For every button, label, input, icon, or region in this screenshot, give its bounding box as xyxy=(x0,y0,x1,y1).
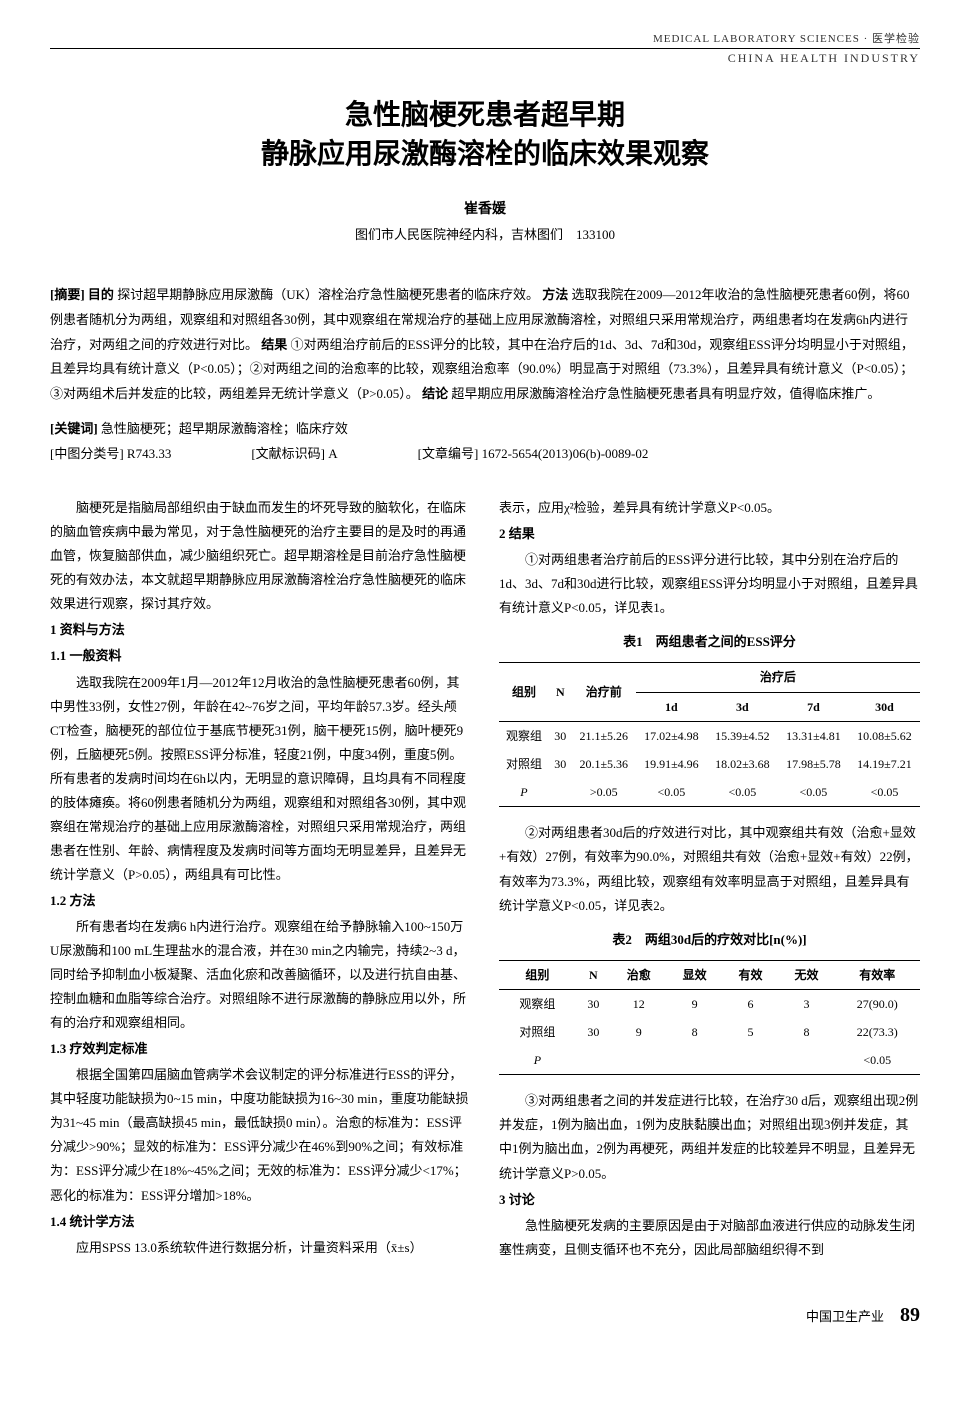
results-label: 结果 xyxy=(261,337,287,352)
author-affiliation: 图们市人民医院神经内科，吉林图们 133100 xyxy=(50,224,920,243)
t2-h-marked: 显效 xyxy=(667,960,723,989)
section-3-heading: 3 讨论 xyxy=(499,1188,920,1212)
article-title: 急性脑梗死患者超早期 静脉应用尿激酶溶栓的临床效果观察 xyxy=(50,96,920,174)
section-1-2-heading: 1.2 方法 xyxy=(50,889,471,913)
header-journal-en: CHINA HEALTH INDUSTRY xyxy=(50,51,920,66)
footer-journal: 中国卫生产业 xyxy=(806,1306,884,1325)
t1-h-pre: 治疗前 xyxy=(572,663,636,721)
section-1-2-body: 所有患者均在发病6 h内进行治疗。观察组在给予静脉输入100~150万U尿激酶和… xyxy=(50,915,471,1035)
page-number: 89 xyxy=(900,1304,920,1327)
title-line-1: 急性脑梗死患者超早期 xyxy=(345,100,625,131)
t1-h-n: N xyxy=(549,663,572,721)
table-row: 观察组 30 21.1±5.26 17.02±4.98 15.39±4.52 1… xyxy=(499,721,920,750)
keywords-label: [关键词] xyxy=(50,421,98,436)
clc-label: [中图分类号] xyxy=(50,446,124,461)
article-id-value: 1672-5654(2013)06(b)-0089-02 xyxy=(482,446,649,461)
section-1-3-heading: 1.3 疗效判定标准 xyxy=(50,1037,471,1061)
section-1-4-body: 应用SPSS 13.0系统软件进行数据分析，计量资料采用（x̄±s） xyxy=(50,1236,471,1260)
table-2: 组别 N 治愈 显效 有效 无效 有效率 观察组 30 12 9 6 3 27(… xyxy=(499,960,920,1076)
table-1-caption: 表1 两组患者之间的ESS评分 xyxy=(499,630,920,654)
intro-paragraph: 脑梗死是指脑局部组织由于缺血而发生的坏死导致的脑软化，在临床的脑血管疾病中最为常… xyxy=(50,496,471,616)
table-2-caption: 表2 两组30d后的疗效对比[n(%)] xyxy=(499,928,920,952)
article-id-label: [文章编号] xyxy=(418,446,479,461)
section-1-1-heading: 1.1 一般资料 xyxy=(50,644,471,668)
stats-continuation: 表示，应用χ²检验，差异具有统计学意义P<0.05。 xyxy=(499,496,920,520)
table-1: 组别 N 治疗前 治疗后 1d 3d 7d 30d 观察组 30 21.1±5.… xyxy=(499,662,920,807)
right-column: 表示，应用χ²检验，差异具有统计学意义P<0.05。 2 结果 ①对两组患者治疗… xyxy=(499,496,920,1264)
t2-h-cure: 治愈 xyxy=(611,960,667,989)
conclusion-label: 结论 xyxy=(422,386,448,401)
keywords-text: 急性脑梗死；超早期尿激酶溶栓；临床疗效 xyxy=(101,421,348,436)
result-2-paragraph: ②对两组患者30d后的疗效进行对比，其中观察组共有效（治愈+显效+有效）27例，… xyxy=(499,821,920,917)
meta-row: [中图分类号] R743.33 [文献标识码] A [文章编号] 1672-56… xyxy=(50,442,920,467)
conclusion-text: 超早期应用尿激酶溶栓治疗急性脑梗死患者具有明显疗效，值得临床推广。 xyxy=(451,386,880,401)
table-row: 观察组 30 12 9 6 3 27(90.0) xyxy=(499,989,920,1018)
author-name: 崔香媛 xyxy=(50,198,920,218)
section-1-heading: 1 资料与方法 xyxy=(50,618,471,642)
t1-h-7d: 7d xyxy=(778,692,849,721)
title-line-2: 静脉应用尿激酶溶栓的临床效果观察 xyxy=(261,139,709,170)
objective-label: 目的 xyxy=(88,287,114,302)
left-column: 脑梗死是指脑局部组织由于缺血而发生的坏死导致的脑软化，在临床的脑血管疾病中最为常… xyxy=(50,496,471,1264)
table-row: 对照组 30 9 8 5 8 22(73.3) xyxy=(499,1018,920,1046)
doc-code-value: A xyxy=(328,446,337,461)
header-top-strip: MEDICAL LABORATORY SCIENCES · 医学检验 xyxy=(50,30,920,49)
t2-h-eff: 有效 xyxy=(723,960,779,989)
clc-value: R743.33 xyxy=(127,446,171,461)
keywords: [关键词] 急性脑梗死；超早期尿激酶溶栓；临床疗效 xyxy=(50,417,920,442)
t2-h-noeff: 无效 xyxy=(779,960,835,989)
abstract-label: [摘要] xyxy=(50,287,85,302)
t1-h-1d: 1d xyxy=(636,692,707,721)
section-1-1-body: 选取我院在2009年1月—2012年12月收治的急性脑梗死患者60例，其中男性3… xyxy=(50,671,471,887)
result-1-paragraph: ①对两组患者治疗前后的ESS评分进行比较，其中分别在治疗后的1d、3d、7d和3… xyxy=(499,548,920,620)
page-footer: 中国卫生产业 89 xyxy=(50,1304,920,1327)
result-3-paragraph: ③对两组患者之间的并发症进行比较，在治疗30 d后，观察组出现2例并发症，1例为… xyxy=(499,1089,920,1185)
table-row: 对照组 30 20.1±5.36 19.91±4.96 18.02±3.68 1… xyxy=(499,750,920,778)
abstract: [摘要] 目的 探讨超早期静脉应用尿激酶（UK）溶栓治疗急性脑梗死患者的临床疗效… xyxy=(50,283,920,406)
t1-h-30d: 30d xyxy=(849,692,920,721)
discussion-paragraph: 急性脑梗死发病的主要原因是由于对脑部血液进行供应的动脉发生闭塞性病变，且侧支循环… xyxy=(499,1214,920,1262)
section-1-3-body: 根据全国第四届脑血管病学术会议制定的评分标准进行ESS的评分，其中轻度功能缺损为… xyxy=(50,1063,471,1207)
table-row: P <0.05 xyxy=(499,1046,920,1075)
t2-h-group: 组别 xyxy=(499,960,576,989)
t2-h-rate: 有效率 xyxy=(834,960,920,989)
section-2-heading: 2 结果 xyxy=(499,522,920,546)
doc-code-label: [文献标识码] xyxy=(251,446,325,461)
objective-text: 探讨超早期静脉应用尿激酶（UK）溶栓治疗急性脑梗死患者的临床疗效。 xyxy=(117,287,539,302)
methods-label: 方法 xyxy=(542,287,568,302)
table-row: P >0.05 <0.05 <0.05 <0.05 <0.05 xyxy=(499,778,920,807)
t1-h-3d: 3d xyxy=(707,692,778,721)
body-columns: 脑梗死是指脑局部组织由于缺血而发生的坏死导致的脑软化，在临床的脑血管疾病中最为常… xyxy=(50,496,920,1264)
section-1-4-heading: 1.4 统计学方法 xyxy=(50,1210,471,1234)
t1-h-group: 组别 xyxy=(499,663,549,721)
t2-h-n: N xyxy=(576,960,611,989)
t1-h-post: 治疗后 xyxy=(636,663,920,692)
